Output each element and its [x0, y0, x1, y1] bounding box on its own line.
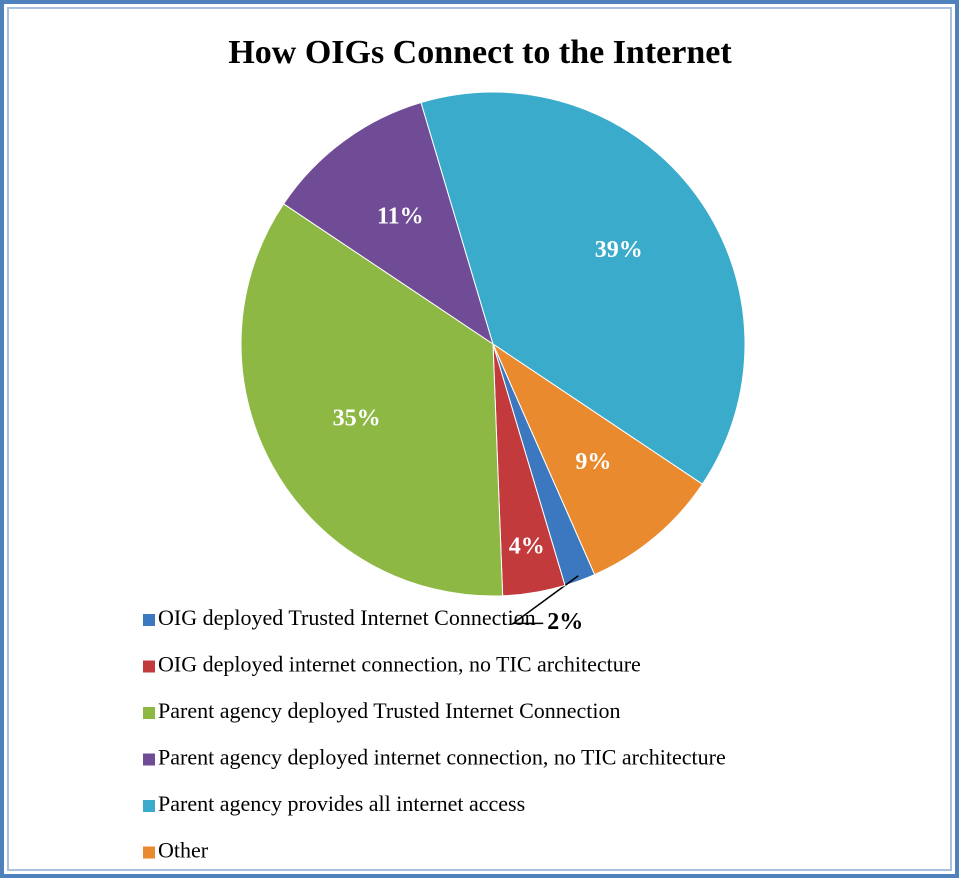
legend-label: OIG deployed internet connection, no TIC…	[158, 652, 641, 677]
legend-label: Parent agency deployed internet connecti…	[158, 745, 726, 770]
legend-swatch	[143, 846, 155, 859]
legend-label: Other	[158, 838, 209, 863]
data-label: 11%	[377, 204, 424, 230]
legend-swatch	[143, 800, 155, 812]
leader-line	[510, 575, 579, 625]
legend-swatch	[143, 753, 155, 766]
legend-label: Parent agency provides all internet acce…	[158, 791, 525, 816]
legend-label: OIG deployed Trusted Internet Connection	[158, 605, 536, 630]
data-label: 35%	[333, 406, 381, 432]
pie-slice	[240, 203, 504, 597]
data-label: 4%	[509, 533, 545, 559]
legend-swatch	[143, 614, 155, 626]
pie-slice	[420, 91, 746, 485]
pie-slice	[282, 101, 494, 346]
data-label: 2%	[547, 609, 583, 635]
chart-title: How OIGs Connect to the Internet	[228, 34, 732, 71]
legend-swatch	[143, 660, 155, 673]
legend-label: Parent agency deployed Trusted Internet …	[158, 698, 621, 723]
legend-swatch	[143, 707, 155, 719]
inner-frame	[7, 7, 952, 871]
data-label: 39%	[595, 237, 643, 263]
pie-slice	[491, 342, 704, 576]
data-label: 9%	[575, 449, 611, 475]
